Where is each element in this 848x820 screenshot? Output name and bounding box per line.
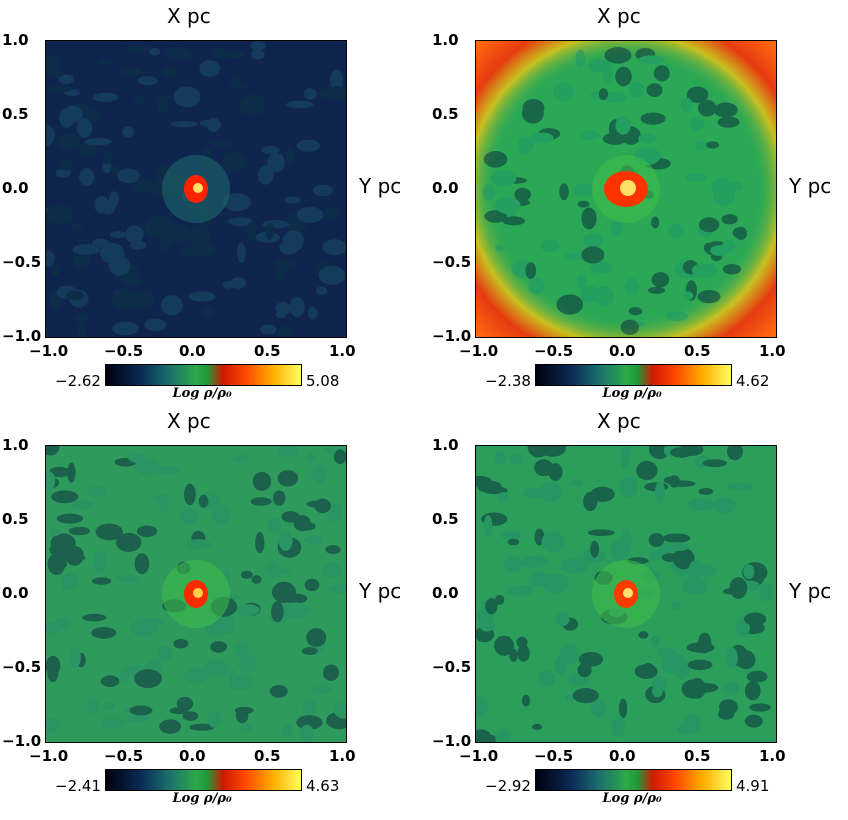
y-tick-label: −0.5 [2, 658, 42, 676]
y-tick-label: −0.5 [432, 253, 472, 271]
x-tick-label: −1.0 [29, 342, 69, 360]
y-tick-label: 1.0 [432, 31, 459, 49]
x-tick-label: 1.0 [329, 342, 356, 360]
colorbar-max: 4.63 [306, 777, 340, 795]
x-tick-label: −0.5 [104, 747, 144, 765]
x-tick-label: 0.5 [684, 342, 711, 360]
density-peak [193, 588, 203, 598]
x-tick-label: 0.5 [254, 747, 281, 765]
y-tick-label: −0.5 [2, 253, 42, 271]
y-axis-title: Y pc [359, 579, 402, 603]
x-tick-label: 0.5 [684, 747, 711, 765]
colorbar-min: −2.38 [485, 372, 531, 390]
colorbar-label: Log ρ/ρ₀ [172, 791, 232, 806]
x-tick-label: 1.0 [759, 342, 786, 360]
x-tick-label: −1.0 [459, 747, 499, 765]
y-tick-label: −1.0 [2, 732, 42, 750]
y-tick-label: 0.0 [2, 584, 29, 602]
y-tick-label: 0.0 [2, 179, 29, 197]
density-map-svg [476, 41, 776, 337]
x-tick-label: −0.5 [104, 342, 144, 360]
density-panel-3: X pc Y pc −1.0 −0.5 0.0 0.5 1.0 1.0 0.5 0.0 −0.5 −1… [0, 405, 420, 810]
density-panel-4: X pc Y pc −1.0 −0.5 0.0 0.5 1.0 1.0 0.5 0.0 −0.5 −1… [430, 405, 848, 810]
x-tick-label: 0.5 [254, 342, 281, 360]
y-tick-label: 0.5 [2, 105, 29, 123]
y-tick-label: 0.5 [432, 510, 459, 528]
density-map [45, 445, 347, 743]
colorbar-max: 4.62 [736, 372, 770, 390]
x-tick-label: 1.0 [759, 747, 786, 765]
y-tick-label: −1.0 [432, 327, 472, 345]
x-axis-title: X pc [597, 4, 641, 28]
density-map-svg [476, 446, 776, 742]
y-tick-label: −0.5 [432, 658, 472, 676]
density-peak [620, 180, 636, 196]
y-tick-label: 0.0 [432, 584, 459, 602]
x-tick-label: 0.0 [179, 342, 206, 360]
y-axis-title: Y pc [789, 174, 832, 198]
density-map [45, 40, 347, 338]
y-tick-label: 1.0 [2, 436, 29, 454]
colorbar-min: −2.62 [55, 372, 101, 390]
colorbar-max: 5.08 [306, 372, 340, 390]
density-map [475, 40, 777, 338]
x-tick-label: −1.0 [29, 747, 69, 765]
colorbar-label: Log ρ/ρ₀ [602, 386, 662, 401]
density-map-svg [46, 41, 346, 337]
colorbar-label: Log ρ/ρ₀ [602, 791, 662, 806]
y-tick-label: −1.0 [2, 327, 42, 345]
colorbar-label: Log ρ/ρ₀ [172, 386, 232, 401]
x-tick-label: 0.0 [179, 747, 206, 765]
density-map-svg [46, 446, 346, 742]
density-peak [193, 183, 203, 193]
colorbar-min: −2.92 [485, 777, 531, 795]
colorbar-max: 4.91 [736, 777, 770, 795]
x-axis-title: X pc [167, 409, 211, 433]
y-tick-label: 0.5 [432, 105, 459, 123]
density-texture [46, 446, 346, 742]
density-panel-2: X pc Y pc −1.0 −0.5 0.0 0.5 1.0 1.0 0.5 0.0 −0.5 −1… [430, 0, 848, 405]
x-axis-title: X pc [597, 409, 641, 433]
density-peak [623, 588, 633, 598]
y-tick-label: −1.0 [432, 732, 472, 750]
y-tick-label: 0.5 [2, 510, 29, 528]
x-tick-label: 0.0 [609, 747, 636, 765]
y-tick-label: 1.0 [432, 436, 459, 454]
density-map [475, 445, 777, 743]
colorbar [535, 364, 732, 386]
x-tick-label: 0.0 [609, 342, 636, 360]
x-tick-label: −0.5 [534, 747, 574, 765]
x-tick-label: −0.5 [534, 342, 574, 360]
colorbar-min: −2.41 [55, 777, 101, 795]
y-axis-title: Y pc [359, 174, 402, 198]
colorbar [105, 364, 302, 386]
y-tick-label: 0.0 [432, 179, 459, 197]
density-texture [46, 41, 346, 337]
x-tick-label: 1.0 [329, 747, 356, 765]
x-axis-title: X pc [167, 4, 211, 28]
y-tick-label: 1.0 [2, 31, 29, 49]
colorbar [105, 769, 302, 791]
colorbar [535, 769, 732, 791]
density-panel-1: X pc Y pc −1.0 −0.5 0.0 0.5 1.0 1.0 0.5 0.0 −0.5 −1… [0, 0, 420, 405]
density-texture [482, 47, 747, 335]
x-tick-label: −1.0 [459, 342, 499, 360]
y-axis-title: Y pc [789, 579, 832, 603]
